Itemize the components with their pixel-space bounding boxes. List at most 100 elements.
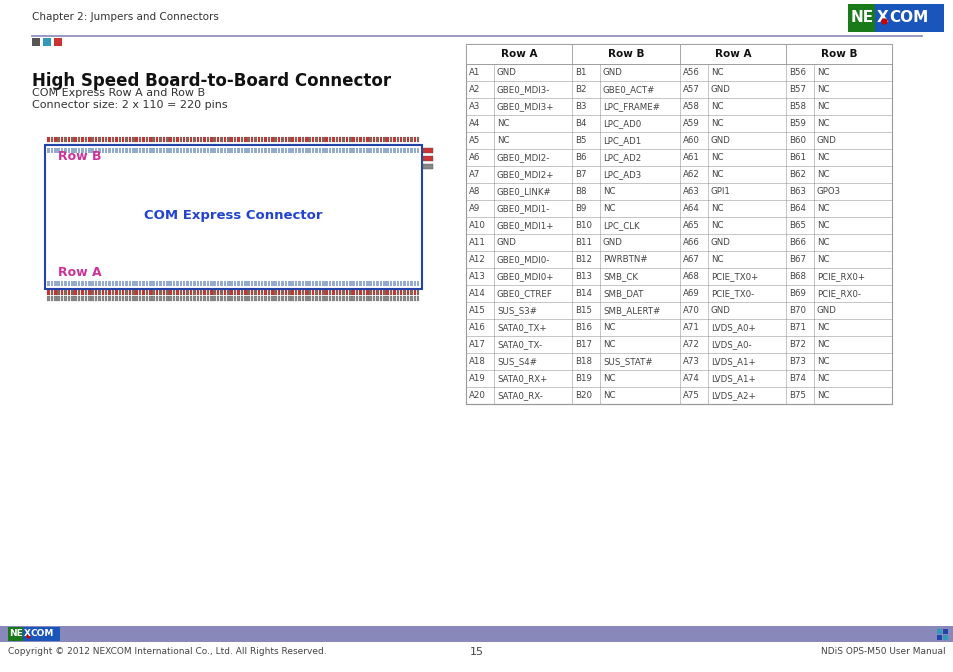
Bar: [244, 144, 246, 149]
Bar: [142, 144, 145, 149]
Bar: [288, 136, 291, 142]
Text: B9: B9: [575, 204, 586, 213]
Text: GBE0_MDI1+: GBE0_MDI1+: [497, 221, 554, 230]
Text: B62: B62: [788, 170, 805, 179]
Bar: [251, 144, 253, 149]
Bar: [396, 136, 398, 142]
Text: NC: NC: [816, 170, 828, 179]
Bar: [382, 144, 385, 149]
Bar: [78, 281, 80, 286]
Text: X: X: [24, 630, 30, 638]
Bar: [64, 281, 67, 286]
Bar: [170, 296, 172, 301]
Bar: [166, 148, 169, 153]
Text: Copyright © 2012 NEXCOM International Co., Ltd. All Rights Reserved.: Copyright © 2012 NEXCOM International Co…: [8, 647, 326, 656]
Bar: [233, 296, 236, 301]
Bar: [271, 136, 274, 142]
Text: GND: GND: [816, 306, 836, 315]
Bar: [355, 136, 358, 142]
Bar: [74, 290, 77, 295]
Bar: [325, 148, 328, 153]
Bar: [393, 144, 395, 149]
Bar: [325, 136, 328, 142]
Bar: [210, 148, 213, 153]
Bar: [277, 136, 280, 142]
Bar: [345, 296, 348, 301]
Bar: [257, 136, 260, 142]
Bar: [312, 296, 314, 301]
Bar: [362, 296, 365, 301]
Text: B75: B75: [788, 391, 805, 400]
Bar: [101, 296, 104, 301]
Text: Row B: Row B: [820, 49, 857, 59]
Bar: [268, 144, 270, 149]
Bar: [220, 148, 223, 153]
Bar: [403, 136, 405, 142]
Bar: [312, 136, 314, 142]
Bar: [88, 144, 91, 149]
Bar: [284, 296, 287, 301]
Bar: [847, 4, 874, 32]
Text: A58: A58: [682, 102, 700, 111]
Bar: [155, 290, 158, 295]
Bar: [403, 144, 405, 149]
Bar: [200, 290, 202, 295]
Text: COM Express Connector: COM Express Connector: [144, 210, 322, 222]
Bar: [132, 136, 134, 142]
Bar: [345, 290, 348, 295]
Bar: [129, 144, 132, 149]
Bar: [274, 148, 276, 153]
Bar: [170, 136, 172, 142]
Bar: [91, 290, 93, 295]
Bar: [210, 136, 213, 142]
Bar: [396, 148, 398, 153]
Bar: [112, 148, 114, 153]
Bar: [170, 281, 172, 286]
Bar: [268, 136, 270, 142]
Text: LPC_AD3: LPC_AD3: [602, 170, 640, 179]
Bar: [78, 136, 80, 142]
Bar: [98, 290, 101, 295]
Bar: [237, 281, 239, 286]
Bar: [88, 281, 91, 286]
Bar: [74, 136, 77, 142]
Bar: [301, 296, 304, 301]
Text: A10: A10: [469, 221, 485, 230]
Bar: [85, 136, 87, 142]
Bar: [135, 136, 138, 142]
Bar: [57, 136, 60, 142]
Bar: [345, 281, 348, 286]
Bar: [342, 290, 344, 295]
Bar: [139, 144, 141, 149]
Bar: [135, 296, 138, 301]
Bar: [403, 148, 405, 153]
Bar: [291, 290, 294, 295]
Bar: [349, 281, 352, 286]
Bar: [338, 144, 341, 149]
Bar: [312, 290, 314, 295]
Text: NE: NE: [9, 630, 23, 638]
Bar: [413, 144, 416, 149]
Bar: [308, 296, 311, 301]
Bar: [277, 144, 280, 149]
Bar: [216, 281, 219, 286]
Bar: [149, 144, 152, 149]
Text: A57: A57: [682, 85, 700, 94]
Bar: [132, 144, 134, 149]
Bar: [190, 136, 193, 142]
Bar: [399, 290, 402, 295]
Bar: [305, 281, 307, 286]
Bar: [172, 148, 175, 153]
Bar: [312, 144, 314, 149]
Bar: [268, 290, 270, 295]
Bar: [393, 281, 395, 286]
Bar: [207, 281, 209, 286]
Bar: [366, 144, 368, 149]
Text: SUS_S4#: SUS_S4#: [497, 357, 537, 366]
Bar: [301, 281, 304, 286]
Bar: [465, 44, 891, 404]
Bar: [166, 144, 169, 149]
Bar: [81, 144, 84, 149]
Bar: [366, 136, 368, 142]
Bar: [936, 635, 941, 640]
